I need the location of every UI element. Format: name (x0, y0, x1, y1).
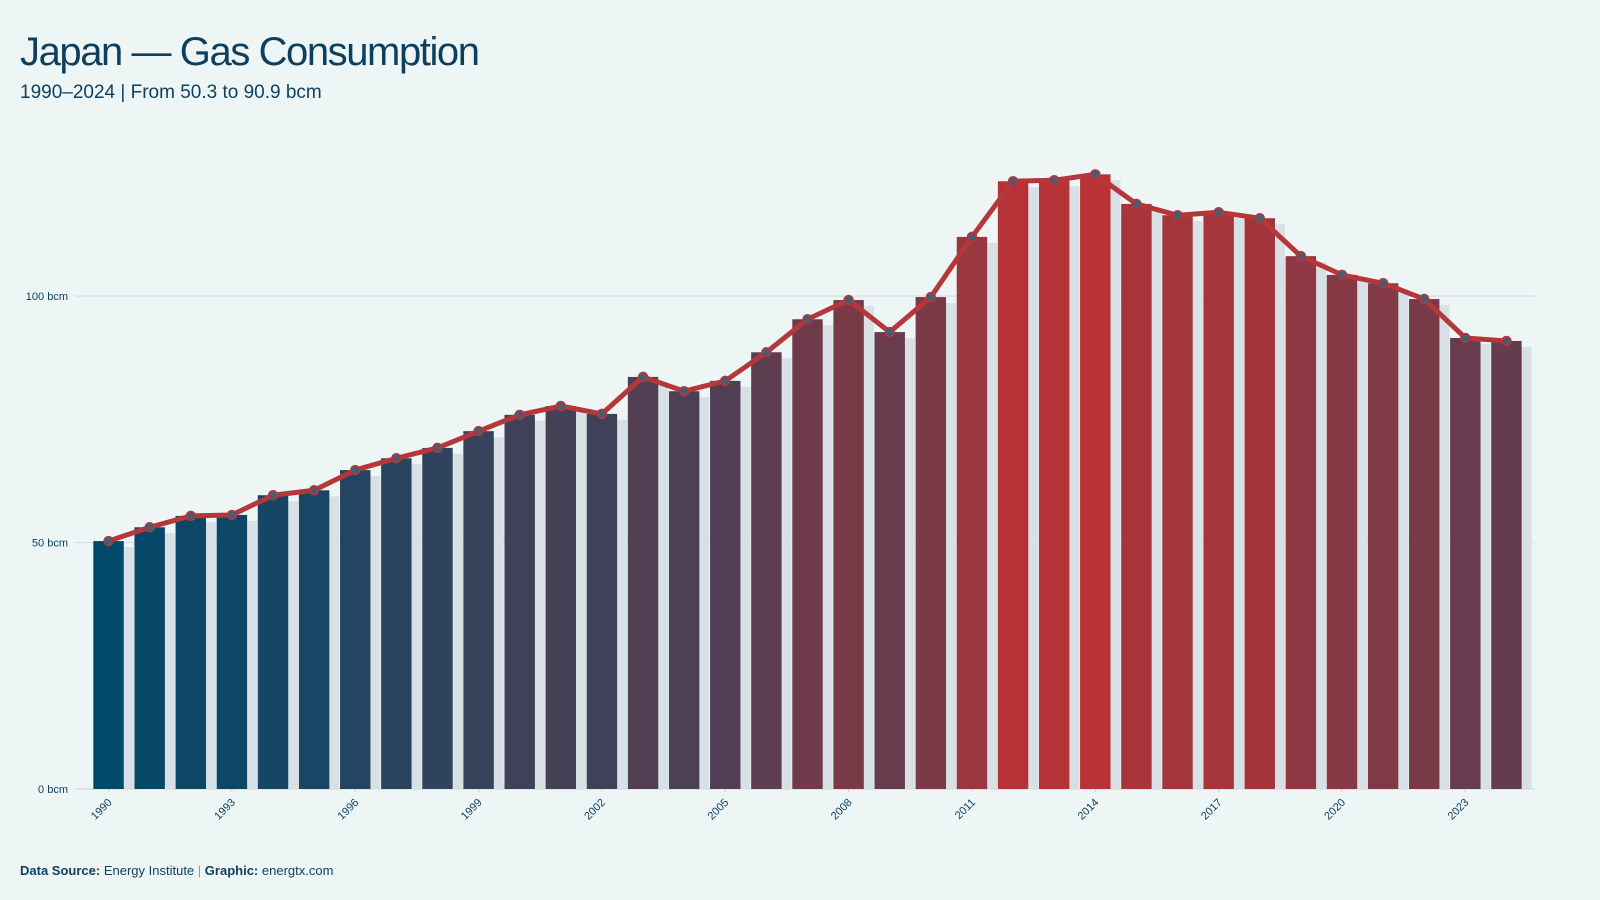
x-tick-label: 2020 (1322, 797, 1348, 823)
point (1418, 293, 1430, 305)
point (185, 510, 197, 522)
point (678, 385, 690, 397)
bar (298, 490, 330, 789)
bar (792, 319, 823, 789)
bar (1450, 337, 1481, 789)
y-tick-label: 50 bcm (32, 538, 68, 550)
bar (463, 431, 494, 789)
bar (545, 406, 577, 789)
x-tick-label: 1990 (89, 797, 115, 823)
bar (504, 414, 535, 789)
point (308, 485, 320, 496)
x-tick-label: 2017 (1199, 797, 1225, 823)
bar (93, 541, 124, 789)
bar (668, 391, 700, 789)
bar (997, 181, 1029, 789)
bar (134, 527, 165, 789)
bar (956, 236, 988, 789)
point (432, 442, 443, 454)
point (473, 425, 484, 437)
bar (1285, 256, 1317, 789)
bar (1162, 215, 1193, 789)
bar (874, 332, 905, 789)
point (1460, 332, 1471, 344)
bar (751, 352, 782, 789)
point (1007, 175, 1019, 187)
x-tick-label: 2002 (582, 797, 608, 823)
bar (1491, 340, 1522, 789)
x-tick-label: 2023 (1446, 797, 1472, 823)
y-tick-label: 0 bcm (38, 784, 68, 796)
x-tick-label: 1993 (212, 797, 238, 823)
point (966, 231, 978, 243)
x-tick-label: 2008 (829, 797, 855, 823)
point (103, 535, 114, 547)
source-label: Data Source: (20, 863, 100, 878)
point (349, 464, 361, 476)
chart-title: Japan — Gas Consumption (20, 30, 480, 74)
bar (1121, 203, 1152, 789)
point (637, 371, 649, 383)
bar (216, 514, 248, 789)
point (925, 291, 937, 303)
point (1377, 278, 1389, 289)
bar (627, 376, 659, 789)
x-tick-label: 1999 (459, 797, 485, 823)
point (802, 314, 813, 325)
point (843, 294, 854, 306)
point (1048, 175, 1060, 186)
graphic-label: Graphic: (205, 863, 258, 878)
bar (1326, 274, 1358, 789)
point (1090, 169, 1101, 180)
point (514, 409, 525, 421)
graphic: energtx.com (262, 863, 334, 878)
point (1501, 335, 1512, 347)
separator: | (198, 863, 201, 878)
bar (915, 297, 947, 789)
point (1336, 269, 1348, 281)
point (761, 347, 772, 358)
bar (381, 458, 412, 789)
x-tick-label: 2011 (953, 797, 978, 822)
bar (1244, 218, 1275, 789)
point (596, 408, 608, 420)
bar (710, 380, 741, 789)
chart-subtitle: 1990–2024 | From 50.3 to 90.9 bcm (20, 82, 322, 103)
bar (1080, 174, 1111, 789)
bar (833, 300, 864, 789)
point (144, 522, 155, 533)
point (391, 453, 402, 464)
y-tick-label: 100 bcm (26, 291, 68, 303)
bar (1038, 180, 1070, 790)
bar (422, 447, 453, 789)
point (267, 489, 279, 501)
point (884, 326, 895, 338)
bar (340, 470, 371, 789)
point (720, 375, 731, 387)
footer: Data Source: Energy Institute | Graphic:… (20, 863, 333, 878)
point (1295, 250, 1307, 262)
bar (175, 515, 206, 789)
bar (1203, 212, 1234, 790)
x-tick-label: 1996 (336, 797, 362, 823)
x-tick-label: 2005 (706, 797, 732, 823)
point (1254, 212, 1266, 224)
bar (1409, 299, 1440, 789)
point (1131, 198, 1142, 210)
point (1213, 207, 1224, 218)
bar (257, 495, 289, 789)
point (555, 400, 567, 412)
point (226, 509, 238, 521)
source: Energy Institute (104, 863, 194, 878)
point (1172, 209, 1183, 221)
bar (586, 413, 618, 789)
x-tick-label: 2014 (1076, 797, 1102, 823)
bar (1367, 283, 1399, 789)
